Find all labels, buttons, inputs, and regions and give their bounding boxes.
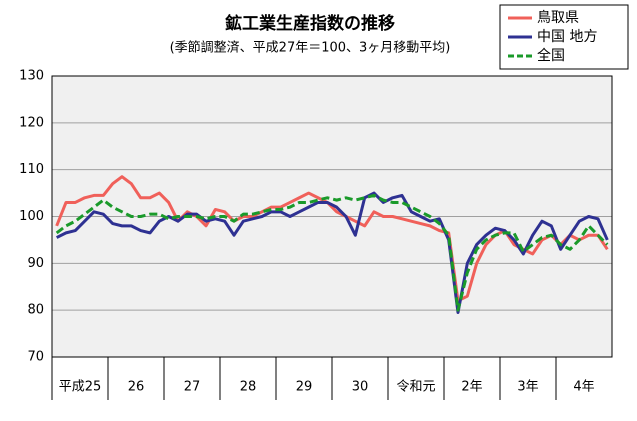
y-tick-label: 70 (27, 350, 44, 365)
x-tick-label: 28 (240, 380, 257, 395)
x-tick-label: 26 (128, 380, 145, 395)
y-tick-label: 100 (19, 209, 44, 224)
x-tick-label: 3年 (517, 380, 538, 395)
y-tick-label: 130 (19, 69, 44, 84)
x-tick-label: 30 (352, 380, 369, 395)
x-tick-label: 4年 (573, 380, 594, 395)
series-line (55, 191, 609, 315)
legend-label: 鳥取県 (537, 10, 579, 26)
x-tick-label: 27 (184, 380, 201, 395)
y-tick-label: 110 (19, 162, 44, 177)
x-tick-label: 令和元 (396, 380, 435, 395)
chart-subtitle: (季節調整済、平成27年＝100、3ヶ月移動平均) (170, 40, 451, 56)
legend-label: 全国 (537, 47, 565, 64)
plot-border (51, 75, 613, 358)
y-tick-label: 120 (19, 115, 44, 130)
legend-label: 中国 地方 (537, 29, 597, 45)
x-tick-label: 2年 (461, 380, 482, 395)
x-tick-label: 平成25 (59, 380, 102, 395)
chart-title: 鉱工業生産指数の推移 (225, 13, 395, 34)
series-line (55, 175, 609, 303)
y-tick-label: 80 (27, 303, 44, 318)
y-tick-label: 90 (27, 256, 44, 271)
x-tick-label: 29 (296, 380, 313, 395)
series-line (55, 193, 609, 312)
